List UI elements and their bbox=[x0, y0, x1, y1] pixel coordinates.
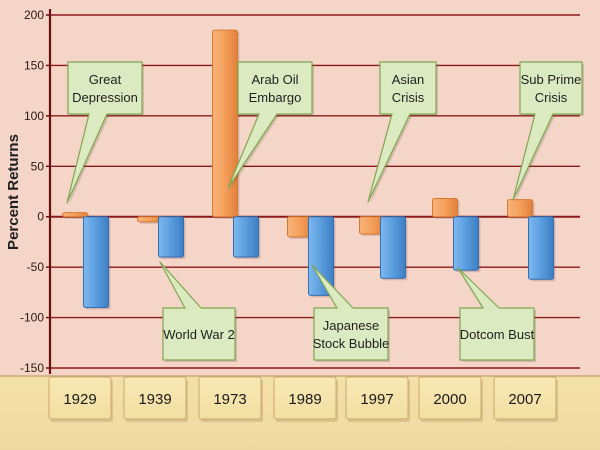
year-tile bbox=[493, 376, 557, 420]
annotation-callout: World War 2 bbox=[159, 261, 237, 362]
annotation-label: Depression bbox=[72, 90, 138, 105]
callout-box bbox=[159, 261, 236, 361]
x-tick-label: 1989 bbox=[288, 391, 321, 408]
annotation-label: Great bbox=[89, 72, 122, 87]
y-tick-label: -100 bbox=[20, 311, 44, 325]
callout-box bbox=[367, 61, 437, 203]
annotation-label: Crisis bbox=[535, 90, 568, 105]
annotation-label: Embargo bbox=[249, 90, 302, 105]
bar-orange bbox=[432, 198, 458, 218]
callout-box bbox=[512, 61, 583, 201]
annotation-callout: Great Depression bbox=[66, 61, 144, 205]
x-tick-label: 1973 bbox=[213, 391, 246, 408]
annotation-callout: Arab Oil Embargo bbox=[227, 61, 314, 190]
annotation-label: Crisis bbox=[392, 90, 425, 105]
bar-orange bbox=[507, 199, 533, 218]
year-tile bbox=[123, 376, 187, 420]
x-tick-label: 2007 bbox=[508, 391, 541, 408]
annotation-label: Asian bbox=[392, 72, 425, 87]
annotation-label: Arab Oil bbox=[252, 72, 299, 87]
year-tile bbox=[418, 376, 482, 420]
x-tick-label: 1997 bbox=[360, 391, 393, 408]
x-tick-label: 1939 bbox=[138, 391, 171, 408]
bar-orange bbox=[62, 212, 88, 218]
x-tick-label: 2000 bbox=[433, 391, 466, 408]
annotation-callout: Japanese Stock Bubble bbox=[311, 264, 390, 362]
callout-box bbox=[311, 264, 389, 361]
y-tick-label: 50 bbox=[31, 159, 45, 173]
bar-orange bbox=[212, 29, 238, 218]
annotation-label: Dotcom Bust bbox=[460, 327, 535, 342]
y-tick-label: -50 bbox=[27, 260, 45, 274]
annotation-label: World War 2 bbox=[163, 327, 235, 342]
year-tile bbox=[198, 376, 262, 420]
annotation-label: Japanese bbox=[323, 318, 379, 333]
bar-blue bbox=[233, 216, 259, 258]
y-tick-label: 0 bbox=[37, 210, 44, 224]
callout-box bbox=[457, 267, 535, 361]
bar-blue bbox=[308, 216, 334, 296]
x-tick-label: 1929 bbox=[63, 391, 96, 408]
year-tile bbox=[273, 376, 337, 420]
year-tile bbox=[48, 376, 112, 420]
callout-box bbox=[66, 61, 143, 204]
annotation-callout: Asian Crisis bbox=[367, 61, 438, 204]
bar-blue bbox=[158, 216, 184, 258]
bar-blue bbox=[453, 216, 479, 271]
y-axis-title: Percent Returns bbox=[5, 134, 22, 250]
bar-blue bbox=[528, 216, 554, 280]
y-tick-label: 200 bbox=[24, 8, 44, 22]
annotation-label: Stock Bubble bbox=[313, 336, 390, 351]
bar-blue bbox=[83, 216, 109, 308]
year-tile bbox=[345, 376, 409, 420]
annotation-callout: Dotcom Bust bbox=[457, 267, 536, 362]
bar-blue bbox=[380, 216, 406, 279]
annotation-label: Sub Prime bbox=[521, 72, 582, 87]
y-tick-label: -150 bbox=[20, 361, 44, 375]
y-tick-label: 100 bbox=[24, 109, 44, 123]
y-tick-label: 150 bbox=[24, 58, 44, 72]
annotation-callout: Sub Prime Crisis bbox=[512, 61, 584, 202]
callout-box bbox=[227, 61, 313, 189]
